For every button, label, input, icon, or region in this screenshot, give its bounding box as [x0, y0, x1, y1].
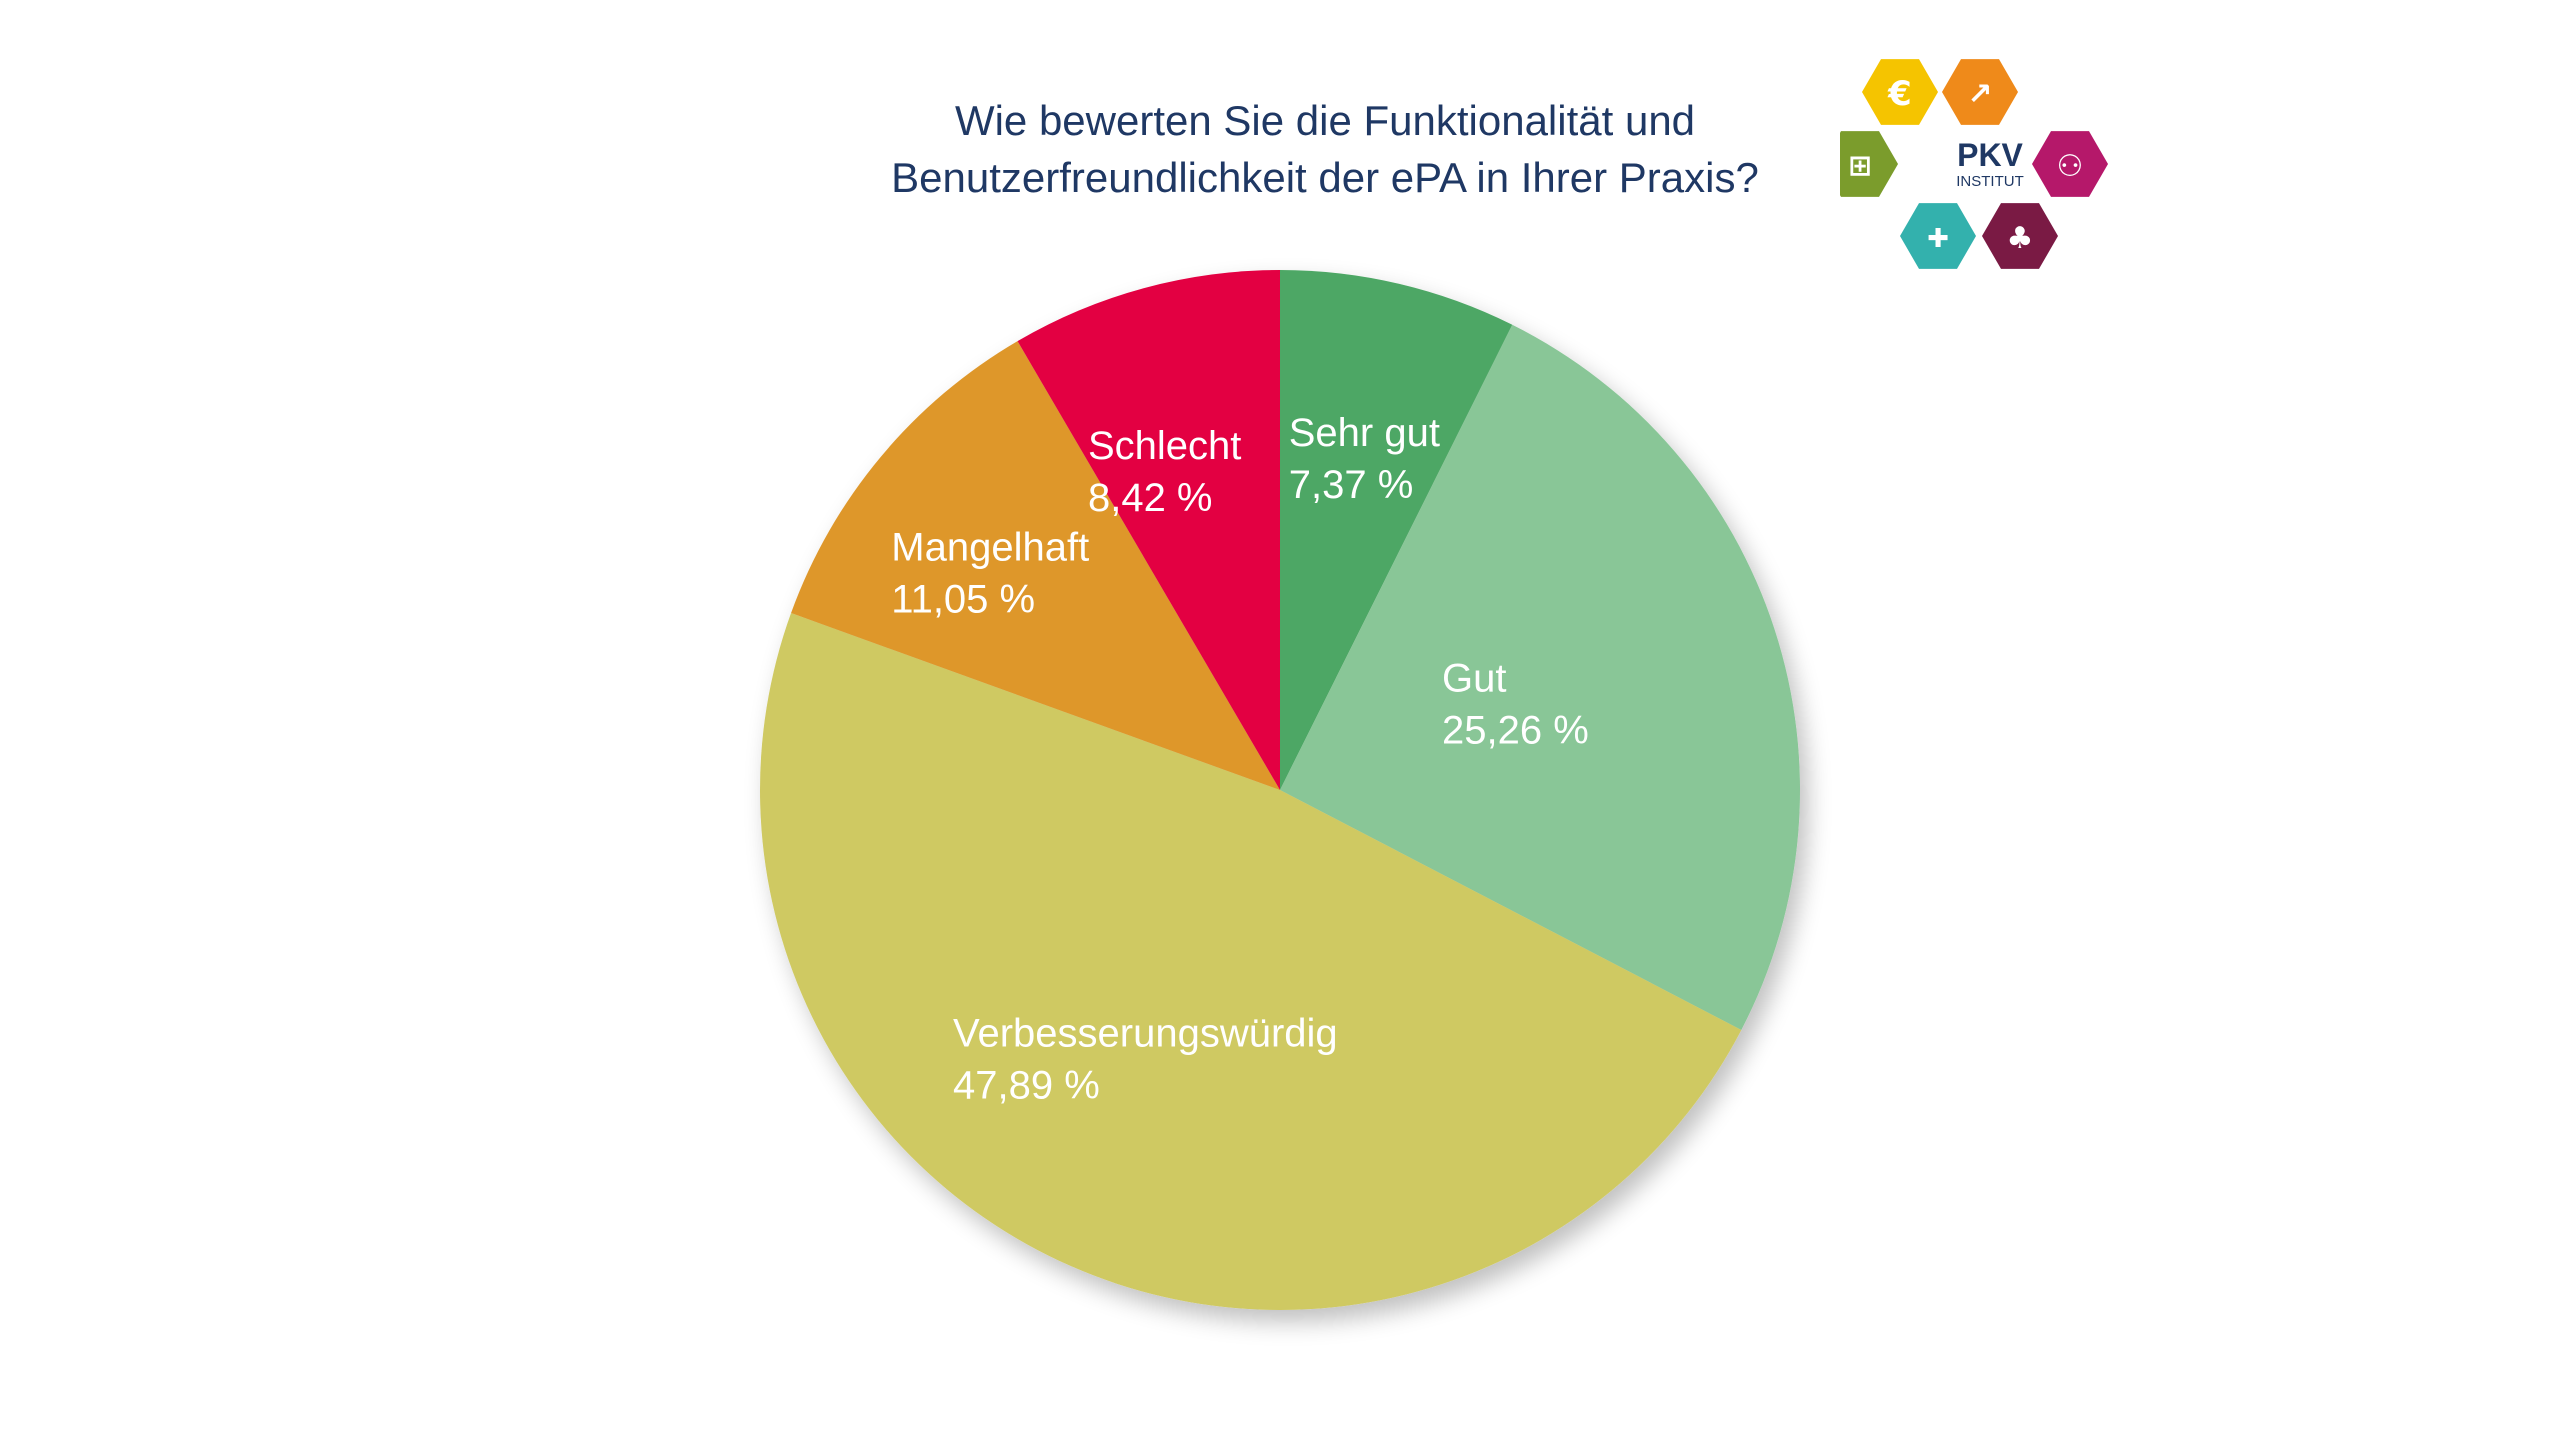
slice-label: Gut	[1442, 657, 1506, 701]
slice-label: Verbesserungswürdig	[953, 1012, 1338, 1056]
slice-label: Sehr gut	[1289, 411, 1440, 455]
euro-icon	[1862, 59, 1938, 125]
pie-slice-mangelhaft	[791, 341, 1280, 790]
slice-value-label: 8,42 %	[1088, 476, 1213, 520]
slice-label: Schlecht	[1088, 424, 1241, 468]
pie-slice-verbesserungswürdig	[760, 612, 1742, 1311]
slice-value-label: 7,37 %	[1289, 463, 1414, 507]
puzzle-icon	[1840, 131, 1898, 197]
slice-value-label: 47,89 %	[953, 1064, 1100, 1108]
syringe-icon	[1900, 203, 1976, 269]
slice-value-label: 11,05 %	[891, 577, 1035, 621]
growth-chart-icon	[1942, 59, 2018, 125]
pie-slice-schlecht	[1017, 270, 1280, 790]
people-glyph: ⚇	[2057, 149, 2084, 184]
tree-glyph: ♣	[2007, 221, 2034, 256]
logo-text-institut: INSTITUT	[1956, 173, 2024, 190]
people-icon	[2032, 131, 2108, 197]
puzzle-glyph: ⊞	[1848, 149, 1871, 182]
chart-title-line-1: Wie bewerten Sie die Funktionalität und	[954, 97, 1696, 144]
pkv-institut-logo: € ↗ ⊞ ⚇ ✚ ♣ PKV INSTITUT	[1840, 59, 2108, 269]
chart-title: Wie bewerten Sie die Funktionalität und …	[700, 92, 1950, 206]
tree-icon	[1982, 203, 2058, 269]
growth-glyph: ↗	[1967, 77, 1992, 112]
chart-title-line-2: Benutzerfreundlichkeit der ePA in Ihrer …	[891, 154, 1759, 201]
pie-slice-gut	[1280, 324, 1800, 1030]
logo-text-pkv: PKV	[1957, 137, 2023, 173]
pie-slice-sehr-gut	[1280, 270, 1513, 790]
euro-glyph: €	[1887, 74, 1912, 114]
slice-value-label: 25,26 %	[1442, 709, 1589, 753]
slice-label: Mangelhaft	[891, 525, 1089, 569]
syringe-glyph: ✚	[1927, 224, 1949, 254]
